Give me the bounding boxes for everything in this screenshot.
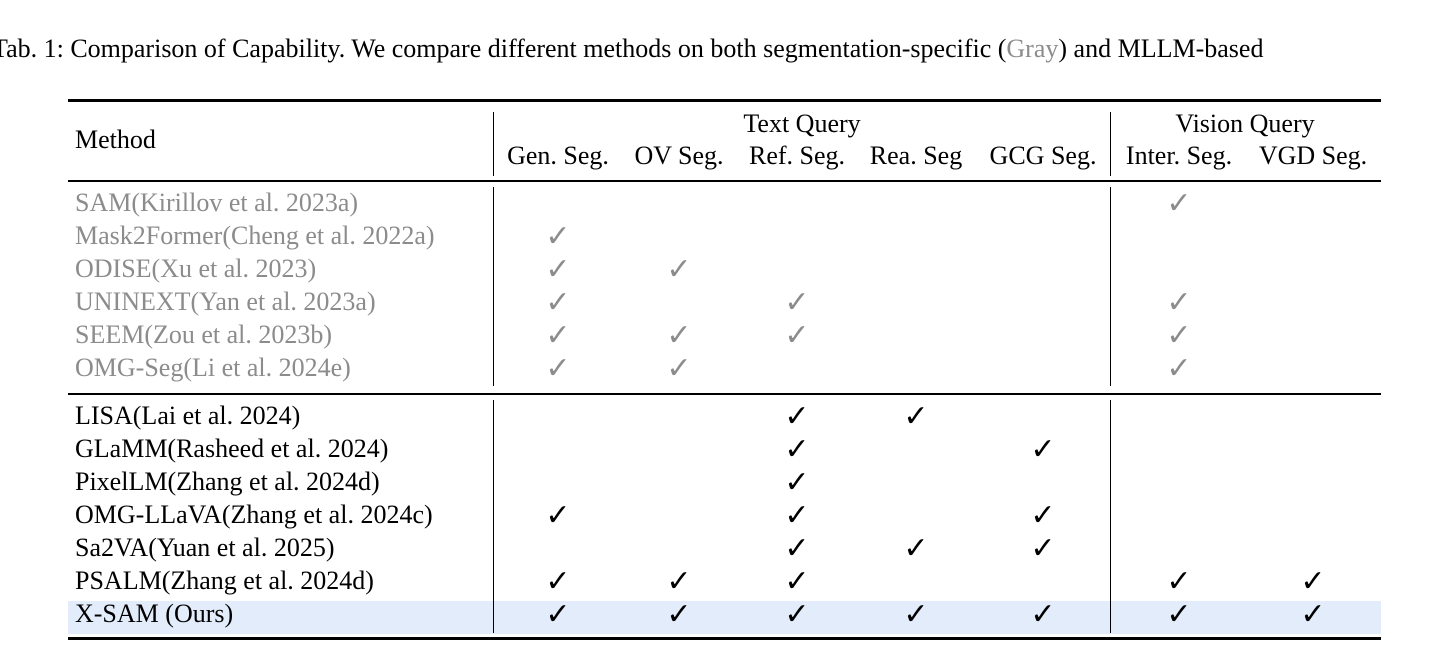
check-icon: ✓ bbox=[1166, 597, 1192, 632]
check-icon: ✓ bbox=[1030, 531, 1056, 566]
group-rule bbox=[68, 393, 1381, 395]
column-header: GCG Seg. bbox=[989, 141, 1097, 170]
check-icon: ✓ bbox=[1166, 318, 1192, 353]
check-icon: ✓ bbox=[666, 351, 692, 386]
caption-gray-word: Gray bbox=[1006, 34, 1059, 63]
check-icon: ✓ bbox=[545, 285, 571, 320]
method-name: SAM(Kirillov et al. 2023a) bbox=[75, 188, 359, 217]
method-name: OMG-Seg(Li et al. 2024e) bbox=[75, 353, 351, 382]
column-header: Inter. Seg. bbox=[1125, 141, 1233, 170]
check-icon: ✓ bbox=[784, 531, 810, 566]
method-header: Method bbox=[75, 125, 156, 154]
method-name: OMG-LLaVA(Zhang et al. 2024c) bbox=[75, 500, 433, 529]
method-name: Mask2Former(Cheng et al. 2022a) bbox=[75, 221, 435, 250]
method-divider-group2 bbox=[493, 400, 494, 633]
check-icon: ✓ bbox=[784, 498, 810, 533]
check-icon: ✓ bbox=[784, 465, 810, 500]
method-divider-group1 bbox=[493, 187, 494, 386]
column-header: OV Seg. bbox=[634, 141, 724, 170]
method-divider-header bbox=[493, 112, 494, 176]
check-icon: ✓ bbox=[1166, 564, 1192, 599]
check-icon: ✓ bbox=[545, 597, 571, 632]
check-icon: ✓ bbox=[666, 564, 692, 599]
method-name: PixelLM(Zhang et al. 2024d) bbox=[75, 467, 380, 496]
check-icon: ✓ bbox=[1300, 597, 1326, 632]
check-icon: ✓ bbox=[545, 252, 571, 287]
check-icon: ✓ bbox=[784, 285, 810, 320]
method-name: X-SAM (Ours) bbox=[75, 599, 234, 628]
method-name: ODISE(Xu et al. 2023) bbox=[75, 254, 317, 283]
text-query-header: Text Query bbox=[743, 109, 861, 138]
table-caption: Tab. 1: Comparison of Capability. We com… bbox=[0, 34, 1263, 64]
check-icon: ✓ bbox=[903, 531, 929, 566]
check-icon: ✓ bbox=[1030, 432, 1056, 467]
check-icon: ✓ bbox=[784, 564, 810, 599]
header-rule bbox=[68, 180, 1381, 182]
method-name: SEEM(Zou et al. 2023b) bbox=[75, 320, 333, 349]
check-icon: ✓ bbox=[545, 219, 571, 254]
query-divider-group1 bbox=[1110, 187, 1111, 386]
column-header: Ref. Seg. bbox=[748, 141, 846, 170]
caption-text-end: ) and MLLM-based bbox=[1058, 34, 1264, 63]
ours-row-highlight bbox=[68, 601, 1381, 634]
check-icon: ✓ bbox=[903, 597, 929, 632]
method-name: LISA(Lai et al. 2024) bbox=[75, 401, 301, 430]
column-header: Rea. Seg bbox=[869, 141, 963, 170]
top-rule bbox=[68, 99, 1381, 102]
check-icon: ✓ bbox=[545, 318, 571, 353]
check-icon: ✓ bbox=[666, 252, 692, 287]
method-name: UNINEXT(Yan et al. 2023a) bbox=[75, 287, 376, 316]
column-header: VGD Seg. bbox=[1258, 141, 1368, 170]
check-icon: ✓ bbox=[1166, 351, 1192, 386]
check-icon: ✓ bbox=[1300, 564, 1326, 599]
check-icon: ✓ bbox=[1166, 285, 1192, 320]
check-icon: ✓ bbox=[1030, 498, 1056, 533]
check-icon: ✓ bbox=[1166, 186, 1192, 221]
check-icon: ✓ bbox=[784, 597, 810, 632]
check-icon: ✓ bbox=[903, 399, 929, 434]
check-icon: ✓ bbox=[1030, 597, 1056, 632]
query-divider-header bbox=[1110, 112, 1111, 176]
bottom-rule bbox=[68, 637, 1381, 640]
check-icon: ✓ bbox=[545, 564, 571, 599]
check-icon: ✓ bbox=[666, 597, 692, 632]
column-header: Gen. Seg. bbox=[507, 141, 609, 170]
check-icon: ✓ bbox=[545, 351, 571, 386]
check-icon: ✓ bbox=[666, 318, 692, 353]
check-icon: ✓ bbox=[784, 318, 810, 353]
check-icon: ✓ bbox=[784, 399, 810, 434]
check-icon: ✓ bbox=[545, 498, 571, 533]
query-divider-group2 bbox=[1110, 400, 1111, 633]
caption-text: Tab. 1: Comparison of Capability. We com… bbox=[0, 34, 1007, 63]
method-name: PSALM(Zhang et al. 2024d) bbox=[75, 566, 374, 595]
method-name: GLaMM(Rasheed et al. 2024) bbox=[75, 434, 389, 463]
check-icon: ✓ bbox=[784, 432, 810, 467]
method-name: Sa2VA(Yuan et al. 2025) bbox=[75, 533, 335, 562]
vision-query-header: Vision Query bbox=[1175, 109, 1315, 138]
